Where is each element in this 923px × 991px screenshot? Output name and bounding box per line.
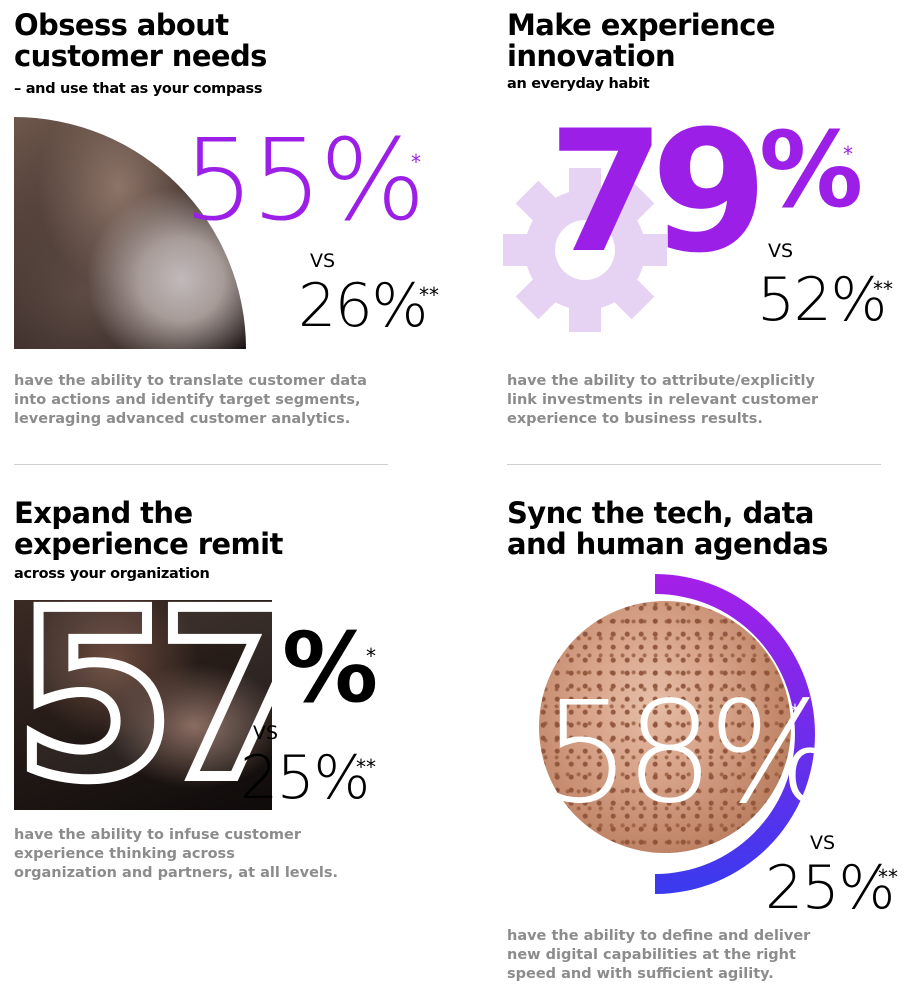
portrait-photo: [539, 601, 791, 853]
section-description: have the ability to define and deliver n…: [507, 928, 811, 982]
stat-percent-sign: %: [282, 612, 378, 724]
vs-label: VS: [310, 250, 336, 272]
comparison-footnote-mark: **: [356, 755, 376, 779]
vs-label: VS: [768, 240, 794, 262]
portrait-photo: [14, 600, 272, 810]
divider-left: [14, 464, 388, 465]
section-title: Make experience innovation: [507, 8, 776, 73]
comparison-footnote-mark: **: [878, 865, 898, 889]
vs-label: VS: [253, 722, 279, 744]
section-description: have the ability to translate customer d…: [14, 373, 367, 427]
section-subtitle: across your organization: [14, 566, 210, 582]
comparison-value: 25%: [765, 853, 895, 923]
comparison-value: 26%: [298, 271, 428, 341]
stat-footnote-mark: *: [366, 644, 376, 668]
comparison-value: 52%: [757, 265, 887, 335]
section-description: have the ability to attribute/explicitly…: [507, 373, 819, 427]
section-subtitle: an everyday habit: [507, 76, 650, 92]
progress-ring: [655, 574, 815, 894]
gear-icon: [503, 168, 667, 332]
comparison-value: 25%: [240, 743, 370, 813]
vs-label: VS: [810, 832, 836, 854]
stat-percent-sign: %: [759, 109, 864, 231]
section-title: Obsess about customer needs: [14, 8, 267, 73]
stat-value: 58%: [542, 672, 841, 835]
section-title: Expand the experience remit: [14, 496, 283, 561]
stat-value: 55%: [183, 116, 426, 246]
divider-right: [507, 464, 881, 465]
comparison-footnote-mark: **: [419, 283, 439, 307]
section-description: have the ability to infuse customer expe…: [14, 827, 339, 881]
stat-footnote-mark: *: [843, 142, 853, 166]
stat-value: 57: [14, 600, 272, 810]
comparison-footnote-mark: **: [873, 277, 893, 301]
section-subtitle: – and use that as your compass: [14, 81, 263, 97]
stat-value: 79: [548, 94, 768, 290]
masked-portrait-number: 57: [14, 600, 272, 810]
ring-arc: [655, 574, 815, 894]
section-title: Sync the tech, data and human agendas: [507, 496, 829, 561]
stat-footnote-mark: *: [411, 150, 421, 174]
stat-footnote-mark: *: [790, 700, 800, 724]
